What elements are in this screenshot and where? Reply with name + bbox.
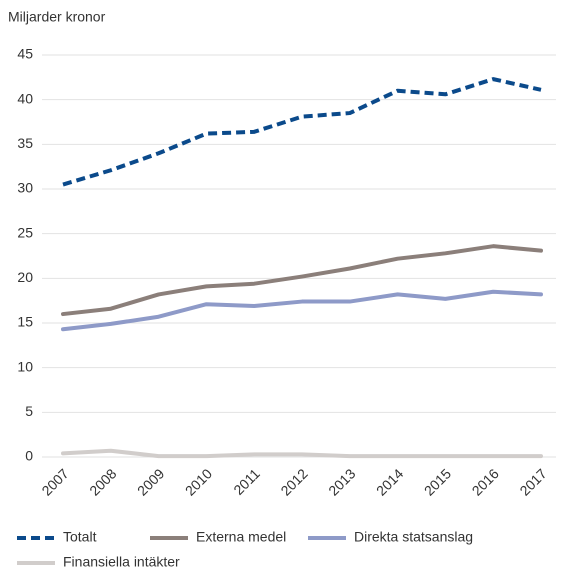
y-tick-label: 25 <box>17 224 33 240</box>
x-tick-label: 2008 <box>86 465 119 498</box>
y-tick-label: 30 <box>17 180 33 196</box>
x-tick-label: 2015 <box>421 465 454 498</box>
y-axis-label: Miljarder kronor <box>8 9 106 25</box>
legend-label: Externa medel <box>196 529 286 545</box>
line <box>61 244 543 317</box>
y-tick-label: 45 <box>17 46 33 62</box>
x-tick-label: 2011 <box>230 465 263 498</box>
x-tick-label: 2014 <box>373 465 406 498</box>
x-tick-label: 2013 <box>325 465 358 498</box>
y-tick-label: 35 <box>17 135 33 151</box>
y-tick-label: 40 <box>17 90 33 106</box>
x-tick-label: 2016 <box>469 465 502 498</box>
y-tick-label: 15 <box>17 314 33 330</box>
line <box>61 289 543 332</box>
line <box>61 448 543 459</box>
y-tick-label: 20 <box>17 269 33 285</box>
legend-label: Direkta statsanslag <box>354 529 473 545</box>
y-tick-label: 5 <box>25 403 33 419</box>
y-tick-label: 10 <box>17 358 33 374</box>
x-tick-label: 2007 <box>38 465 71 498</box>
legend-label: Finansiella intäkter <box>63 554 180 570</box>
x-tick-label: 2012 <box>277 465 310 498</box>
x-tick-label: 2010 <box>182 465 215 498</box>
x-tick-label: 2017 <box>516 465 549 498</box>
x-tick-label: 2009 <box>134 465 167 498</box>
line <box>62 77 542 187</box>
y-tick-label: 0 <box>25 448 33 464</box>
legend-label: Totalt <box>63 529 97 545</box>
